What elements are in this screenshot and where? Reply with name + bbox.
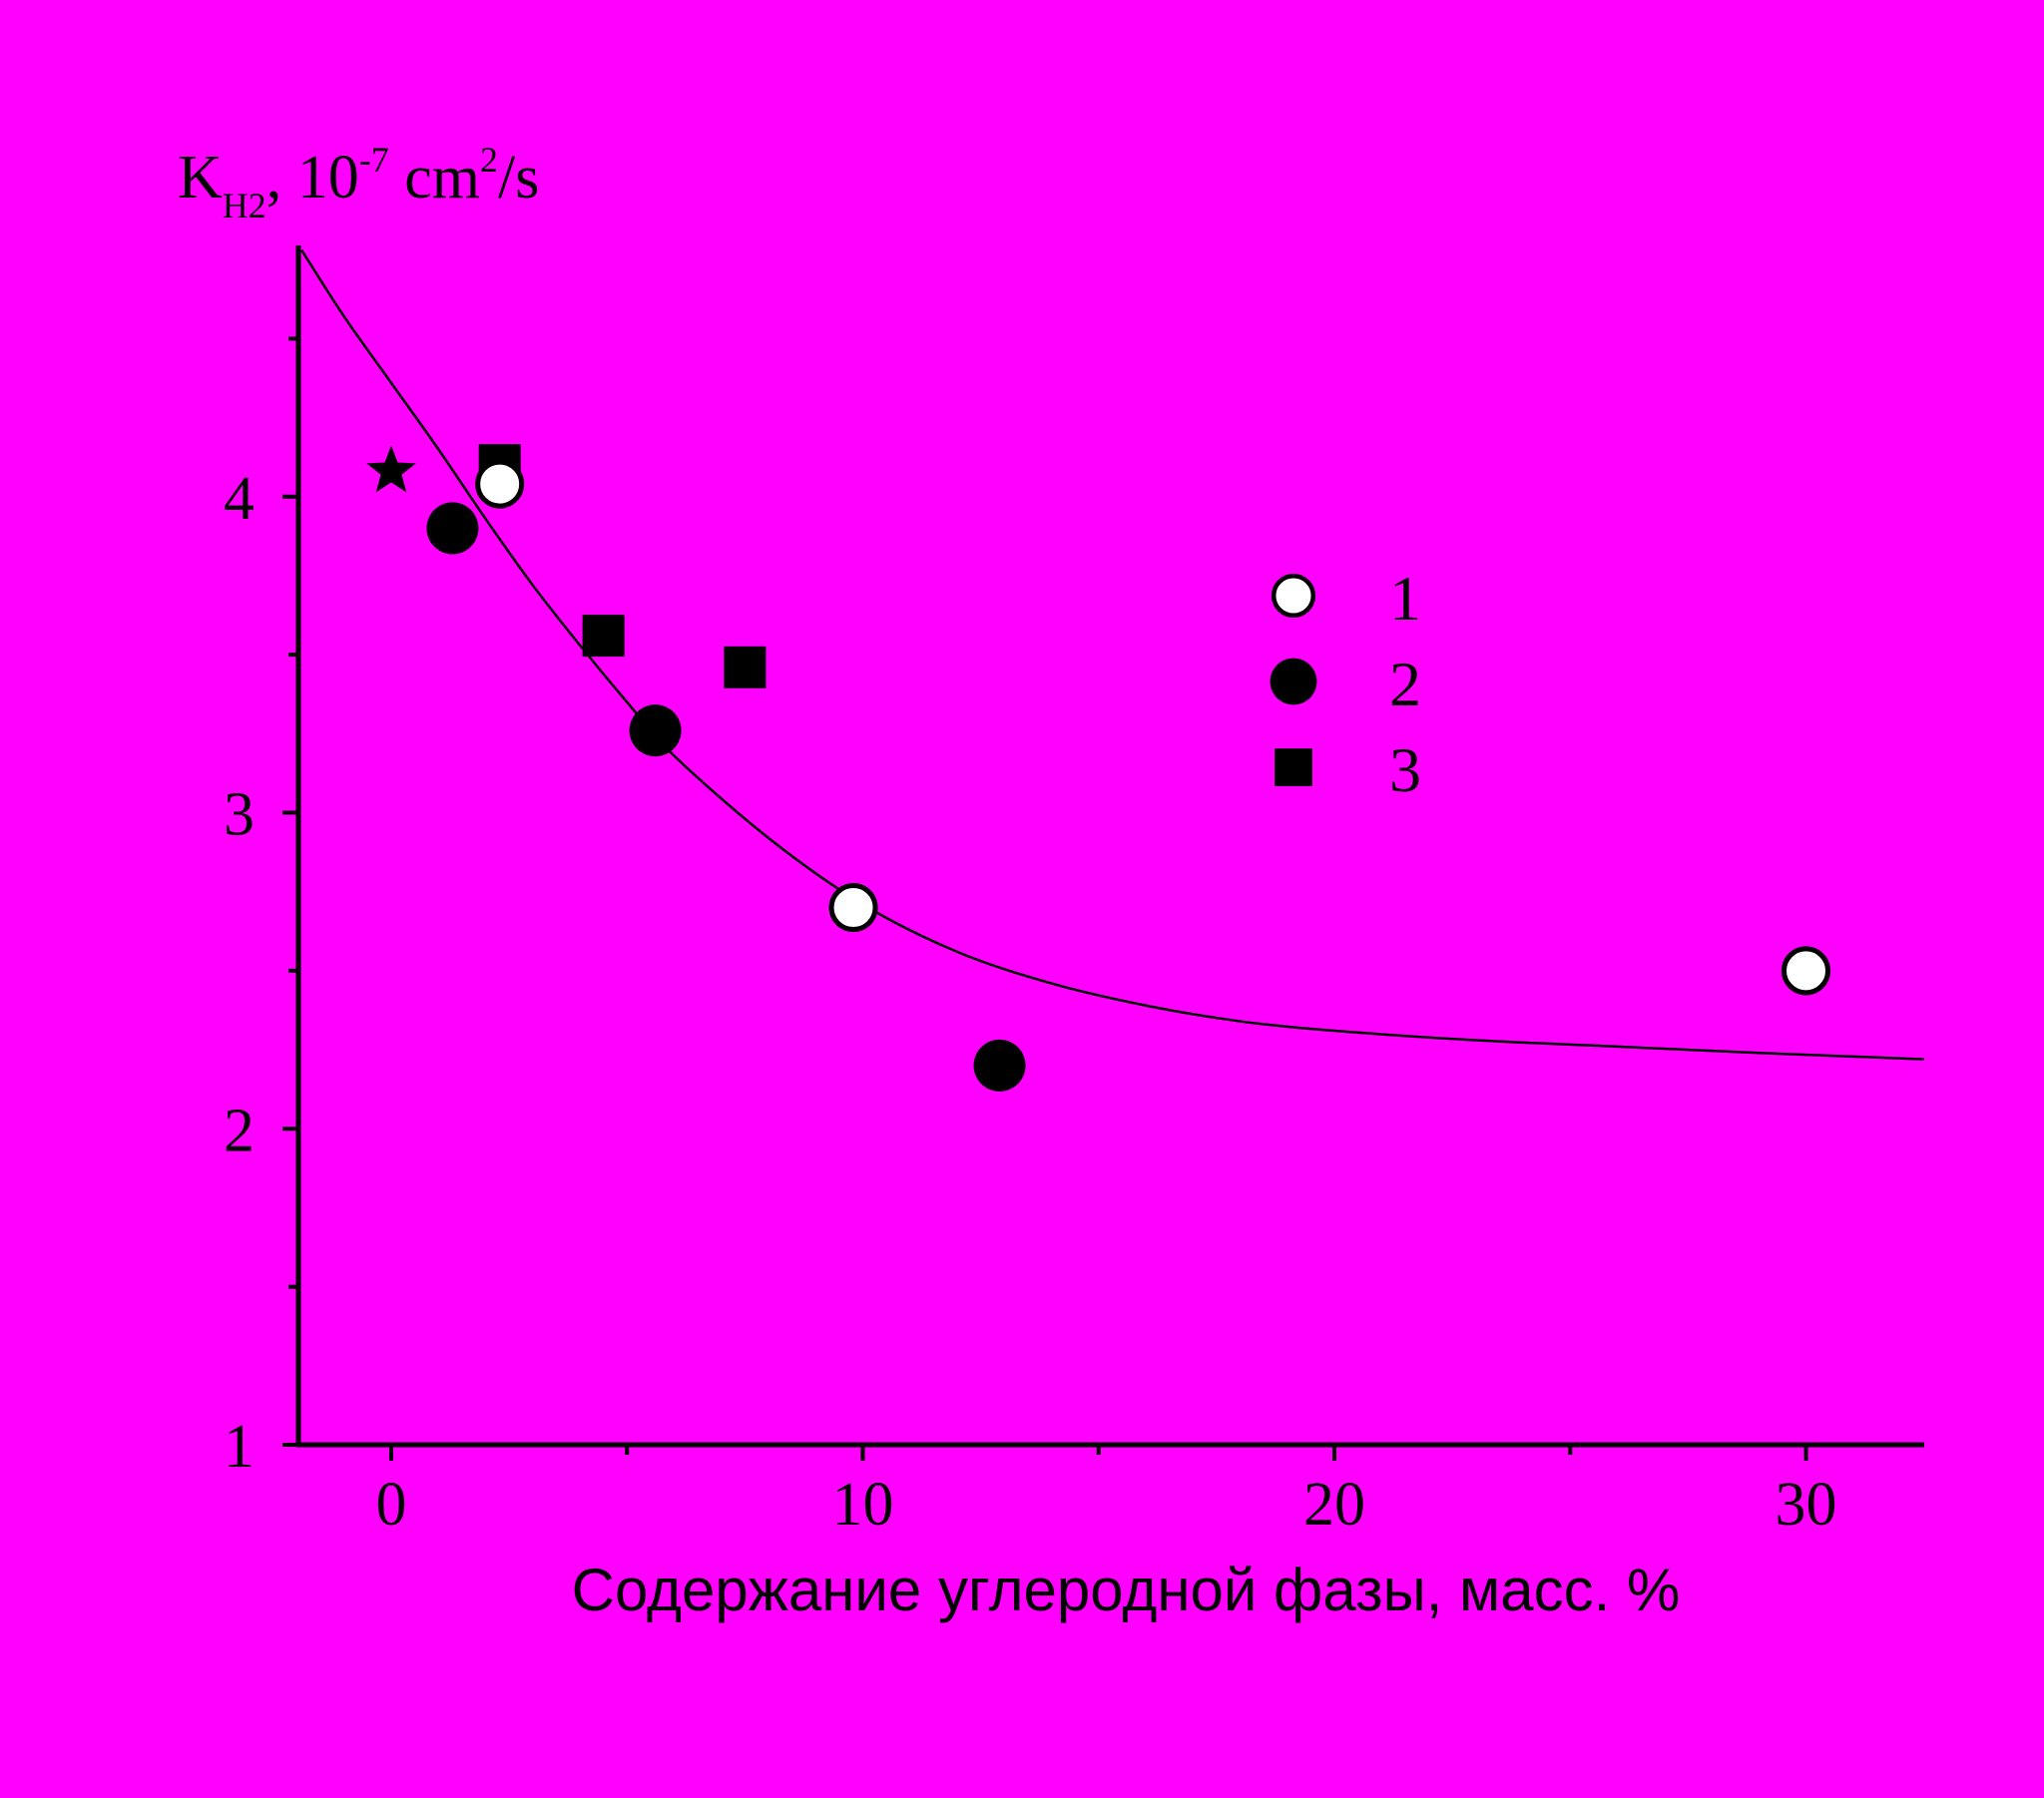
x-tick-label: 10 xyxy=(832,1471,894,1539)
y-label-exponent-b: 2 xyxy=(480,140,498,180)
y-tick-label: 2 xyxy=(224,1097,255,1164)
data-points xyxy=(366,444,1830,1092)
x-tick-label: 20 xyxy=(1303,1471,1365,1539)
y-tick-label: 1 xyxy=(224,1413,255,1481)
y-label-text-c: /s xyxy=(498,144,539,212)
legend-label: 3 xyxy=(1389,734,1421,805)
y-axis-label: KH2, 10-7 cm2/s xyxy=(178,140,539,225)
x-tick-label: 0 xyxy=(376,1471,407,1539)
y-label-text-a: , 10 xyxy=(266,144,359,212)
data-point-star xyxy=(366,445,416,493)
data-point-open-circle xyxy=(1782,946,1830,996)
data-point-open-circle xyxy=(475,459,525,509)
legend: 1 2 3 xyxy=(1270,563,1421,805)
x-axis-label: Содержание углеродной фазы, масс. % xyxy=(572,1557,1681,1623)
data-point-filled-circle xyxy=(426,502,479,555)
legend-label: 2 xyxy=(1389,649,1421,719)
legend-marker xyxy=(1271,573,1316,619)
data-point-filled-square xyxy=(582,615,625,658)
y-label-exponent-a: -7 xyxy=(359,140,389,180)
axes xyxy=(295,245,1924,1448)
legend-label: 1 xyxy=(1389,563,1421,634)
data-point-open-circle xyxy=(828,883,878,933)
y-label-subscript: H2 xyxy=(223,186,266,225)
y-tick-label: 3 xyxy=(224,781,255,849)
y-label-text-b: cm xyxy=(389,144,480,212)
data-point-filled-circle xyxy=(973,1039,1026,1092)
ticks: 0 10 20 30 1 2 3 4 xyxy=(224,336,1837,1539)
legend-marker xyxy=(1275,748,1312,786)
legend-marker xyxy=(1270,658,1317,705)
x-tick-label: 30 xyxy=(1776,1471,1837,1539)
data-point-filled-circle xyxy=(629,704,682,757)
y-label-symbol: K xyxy=(178,144,223,212)
y-tick-label: 4 xyxy=(224,465,255,533)
data-point-filled-square xyxy=(724,646,766,688)
